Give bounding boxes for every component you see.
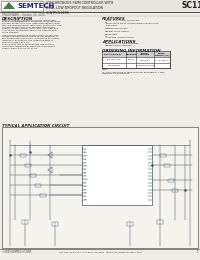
Text: SGND: SGND <box>84 199 88 200</box>
Text: ADJ2: ADJ2 <box>84 189 87 190</box>
Text: FB: FB <box>84 169 86 170</box>
Text: •: • <box>104 31 106 35</box>
Text: regulation: regulation <box>106 25 118 26</box>
Bar <box>1 1 43 11</box>
Text: 0° to 125°C: 0° to 125°C <box>155 59 169 61</box>
Text: •: • <box>104 36 106 40</box>
Text: LGT: LGT <box>84 159 87 160</box>
Text: ORDERING INFORMATION: ORDERING INFORMATION <box>102 49 161 53</box>
Text: 1: 1 <box>196 250 198 254</box>
Text: PGOOD: PGOOD <box>84 179 89 180</box>
Text: PHASE: PHASE <box>84 155 89 156</box>
Text: Power Good Signal: Power Good Signal <box>106 31 128 32</box>
Bar <box>164 164 170 166</box>
Text: •: • <box>104 20 106 23</box>
Text: 1.8V/2.5V: 1.8V/2.5V <box>140 59 150 61</box>
Bar <box>30 173 36 177</box>
Text: •: • <box>104 34 106 37</box>
Text: FEATURES: FEATURES <box>102 17 126 21</box>
Bar <box>20 153 26 157</box>
Bar <box>127 222 133 226</box>
Text: SC1109CSTR: SC1109CSTR <box>107 60 121 61</box>
Text: DESCRIPTION: DESCRIPTION <box>2 17 33 21</box>
Text: Lossless Current Sense: Lossless Current Sense <box>106 36 134 37</box>
Text: LDOs track input voltage within 200mV until: LDOs track input voltage within 200mV un… <box>106 22 159 24</box>
Text: ©2000 SEMTECH CORP.: ©2000 SEMTECH CORP. <box>2 250 32 254</box>
Text: Evaluation Board: Evaluation Board <box>136 65 154 66</box>
Text: •: • <box>104 46 106 49</box>
Text: TYPICAL APPLICATION CIRCUIT: TYPICAL APPLICATION CIRCUIT <box>2 124 69 128</box>
Text: 1.8V, 2.5V linear controllers: 1.8V, 2.5V linear controllers <box>106 20 140 21</box>
Bar <box>0 0 200 12</box>
Text: SC1109EVB: SC1109EVB <box>108 65 120 66</box>
Text: Linear
Voltage: Linear Voltage <box>140 53 150 55</box>
Text: BOOT: BOOT <box>84 152 88 153</box>
Text: SS: SS <box>84 176 86 177</box>
Text: ADJ1: ADJ1 <box>84 182 87 183</box>
Bar <box>52 222 58 226</box>
Bar <box>160 153 166 157</box>
Text: The SC1109 was designed for the latest high
speed motherboards. It combines a sy: The SC1109 was designed for the latest h… <box>2 20 62 49</box>
Text: SYNCHRONOUS PWM CONTROLLER WITH
DUAL LOW DROPOUT REGULATION
CONTROLLERS: SYNCHRONOUS PWM CONTROLLER WITH DUAL LOW… <box>46 1 113 15</box>
Bar <box>102 51 170 68</box>
Text: SEMTECH: SEMTECH <box>17 3 54 9</box>
Bar <box>102 51 170 57</box>
Polygon shape <box>3 2 15 9</box>
Bar <box>2 127 198 248</box>
Text: APPLICATIONS: APPLICATIONS <box>102 40 136 44</box>
Text: GND: GND <box>84 172 87 173</box>
Text: COMP: COMP <box>84 165 88 166</box>
Text: REG1: REG1 <box>84 186 88 187</box>
Text: Soft Start: Soft Start <box>106 34 117 35</box>
Text: REG2: REG2 <box>84 192 88 193</box>
Bar <box>82 145 152 205</box>
Text: TEL 805-498-2111  FAX 805-498-3804  WEB http://www.semtech.com: TEL 805-498-2111 FAX 805-498-3804 WEB ht… <box>59 251 141 253</box>
Bar <box>157 220 163 224</box>
Text: VCC: VCC <box>84 148 87 149</box>
Text: •: • <box>104 43 106 47</box>
Bar <box>172 188 178 192</box>
Text: UGT: UGT <box>84 162 87 163</box>
Text: Pentium® III Motherboards: Pentium® III Motherboards <box>106 43 138 44</box>
Text: Note:
(1) Only available in tape and reel packaging, 4 reel
contains 1,000 devic: Note: (1) Only available in tape and ree… <box>102 69 164 74</box>
Text: PRELIMINARY - October 10, 2000: PRELIMINARY - October 10, 2000 <box>2 13 45 17</box>
Text: Triple power supplies: Triple power supplies <box>106 46 132 47</box>
Text: Integrated drivers: Integrated drivers <box>106 28 128 29</box>
Text: •: • <box>104 28 106 32</box>
Bar <box>25 164 31 166</box>
Text: Temp.
Range (Tₐ): Temp. Range (Tₐ) <box>155 53 169 56</box>
Text: Package: Package <box>125 54 137 55</box>
Text: EN: EN <box>84 196 86 197</box>
Bar <box>35 184 41 186</box>
Bar <box>168 179 174 181</box>
Text: Part Number¹¹: Part Number¹¹ <box>104 54 124 55</box>
Text: SO-16: SO-16 <box>128 60 134 61</box>
Text: •: • <box>104 22 106 26</box>
Bar <box>40 193 46 197</box>
Text: SC1109: SC1109 <box>182 1 200 10</box>
Bar <box>22 220 28 224</box>
